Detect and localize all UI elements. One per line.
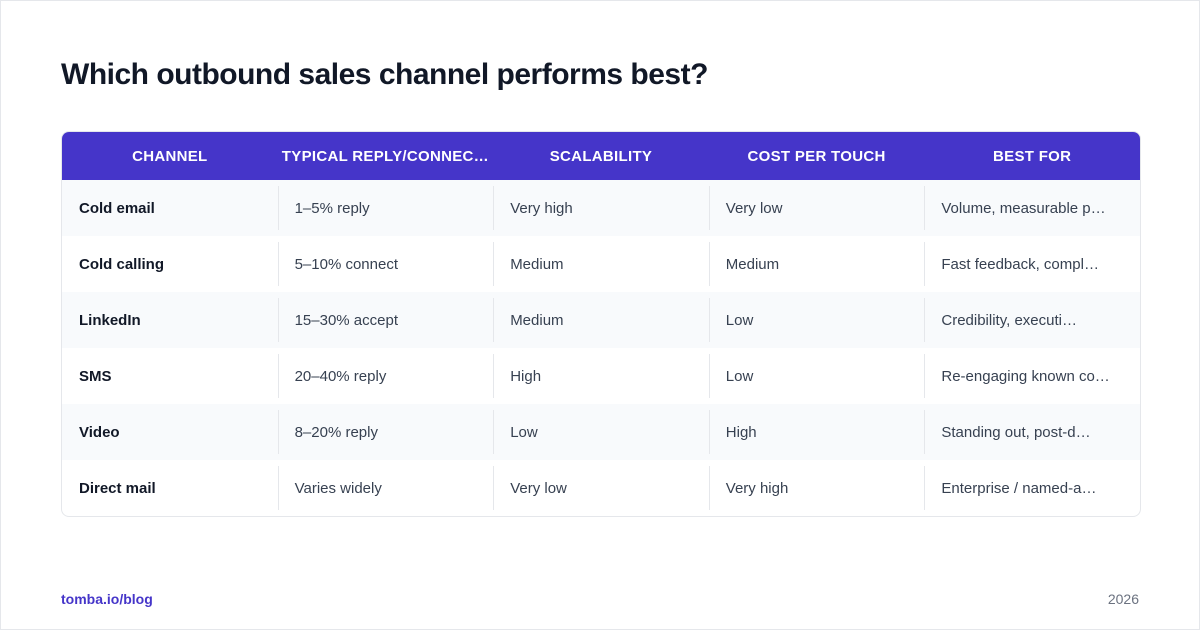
header-cell: TYPICAL REPLY/CONNEC…: [281, 147, 489, 165]
table-cell: Very low: [708, 180, 925, 236]
table-row: Video 8–20% reply Low High Standing out, pos…: [62, 404, 1140, 460]
title: Which outbound sales channel performs be…: [61, 58, 708, 91]
table-cell: Varies widely: [277, 460, 494, 516]
table-cell: Standing out, post-d…: [924, 404, 1140, 460]
table-cell: Medium: [708, 236, 925, 292]
table-cell: Very low: [493, 460, 709, 516]
table-cell: Low: [708, 292, 925, 348]
table-cell: Medium: [493, 292, 709, 348]
source-link[interactable]: tomba.io/blog: [61, 591, 153, 607]
table-cell: 20–40% reply: [277, 348, 494, 404]
table-cell: High: [493, 348, 709, 404]
header-cell: COST PER TOUCH: [747, 147, 886, 165]
table-row: LinkedIn 15–30% accept Medium Low Credibilit…: [62, 292, 1140, 348]
header-cell: BEST FOR: [993, 147, 1072, 165]
table-cell: Very high: [708, 460, 925, 516]
table-cell: Low: [708, 348, 925, 404]
table-cell: Video: [79, 423, 120, 441]
table-row: Direct mail Varies widely Very low Very hig…: [62, 460, 1140, 516]
table: CHANNEL TYPICAL REPLY/CONNEC… SCALABILITY C…: [61, 131, 1141, 517]
table-cell: LinkedIn: [79, 311, 141, 329]
table-body: Cold email 1–5% reply Very high Very low Vol…: [62, 180, 1140, 516]
table-cell: Cold email: [79, 199, 155, 217]
table-cell: Low: [493, 404, 709, 460]
table-cell: High: [708, 404, 925, 460]
table-cell: 1–5% reply: [277, 180, 494, 236]
table-cell: Fast feedback, compl…: [924, 236, 1140, 292]
table-cell: Volume, measurable p…: [924, 180, 1140, 236]
table-row: SMS 20–40% reply High Low Re-engaging known …: [62, 348, 1140, 404]
table-row: Cold calling 5–10% connect Medium Medium Fas…: [62, 236, 1140, 292]
table-row: Cold email 1–5% reply Very high Very low Vol…: [62, 180, 1140, 236]
table-cell: Direct mail: [79, 479, 156, 497]
table-cell: Cold calling: [79, 255, 165, 273]
table-cell: 5–10% connect: [277, 236, 494, 292]
table-cell: Credibility, executi…: [924, 292, 1140, 348]
table-cell: SMS: [79, 367, 112, 385]
table-cell: Very high: [493, 180, 709, 236]
header-cell: CHANNEL: [132, 147, 208, 165]
year: 2026: [1107, 591, 1139, 607]
table-cell: 15–30% accept: [277, 292, 494, 348]
header-cell: SCALABILITY: [549, 147, 653, 165]
table-cell: 8–20% reply: [277, 404, 494, 460]
table-cell: Re-engaging known co…: [924, 348, 1140, 404]
table-cell: Medium: [493, 236, 709, 292]
table-cell: Enterprise / named-a…: [924, 460, 1140, 516]
table-header: CHANNEL TYPICAL REPLY/CONNEC… SCALABILITY C…: [62, 132, 1140, 180]
